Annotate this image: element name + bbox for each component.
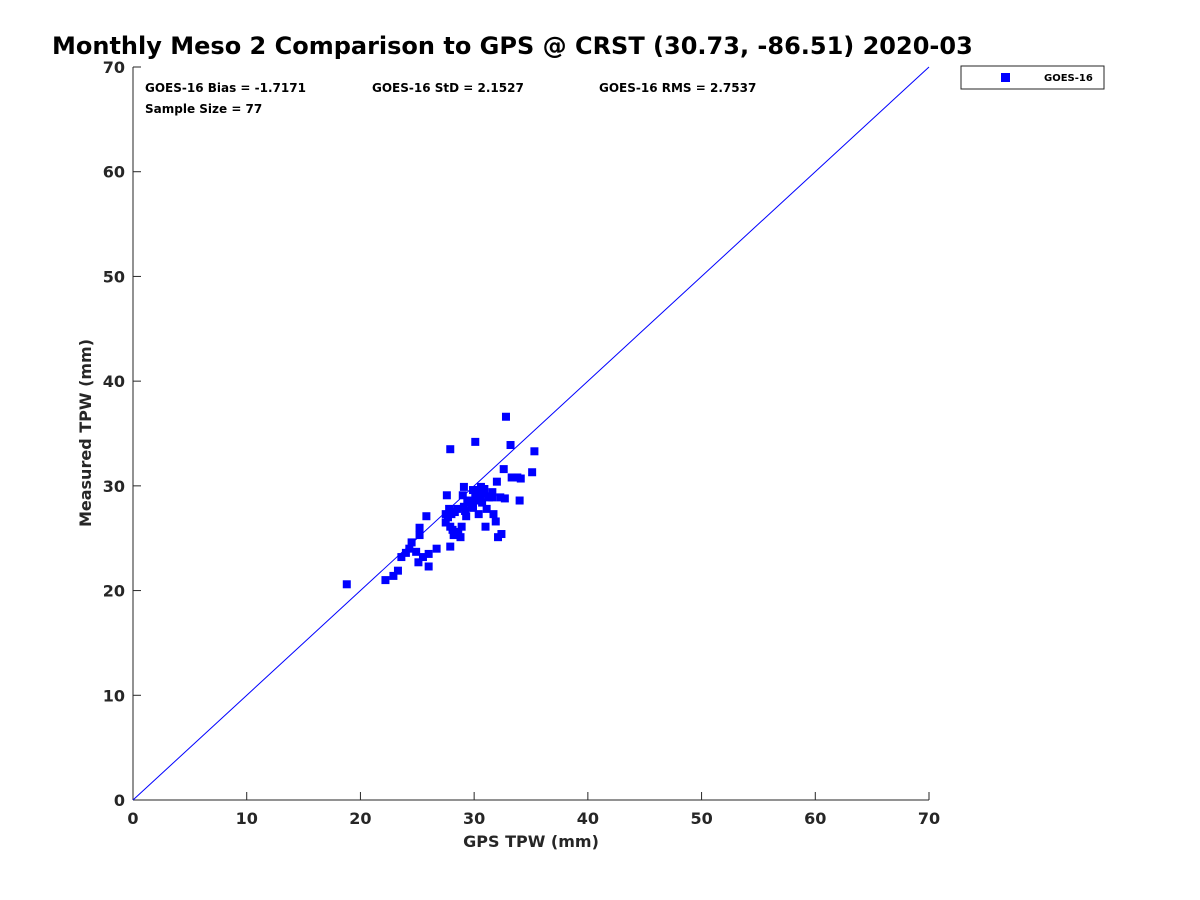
y-tick-label: 10: [103, 686, 125, 705]
data-point: [446, 542, 455, 551]
data-point: [424, 562, 433, 571]
data-point: [449, 531, 458, 540]
x-tick-label: 20: [349, 809, 371, 828]
data-point: [414, 558, 423, 567]
x-tick-label: 10: [236, 809, 258, 828]
data-point: [491, 517, 500, 526]
data-point: [496, 493, 505, 502]
data-point: [515, 496, 524, 505]
data-point: [506, 441, 515, 450]
legend-box: [960, 65, 1105, 90]
data-point: [530, 447, 539, 456]
data-point: [448, 525, 457, 534]
data-point: [516, 474, 525, 483]
data-point: [459, 482, 468, 491]
data-point: [459, 502, 468, 511]
data-point: [479, 489, 488, 498]
data-point: [445, 504, 454, 513]
data-point: [412, 547, 421, 556]
data-point: [497, 530, 506, 539]
data-point: [457, 522, 466, 531]
stat-std: GOES-16 StD = 2.1527: [372, 81, 524, 95]
y-tick-label: 20: [103, 582, 125, 601]
data-point: [454, 527, 463, 536]
data-point: [486, 492, 495, 501]
data-point: [456, 533, 465, 542]
data-point: [480, 484, 489, 493]
data-point: [415, 531, 424, 540]
data-point: [342, 580, 351, 589]
y-tick-label: 40: [103, 372, 125, 391]
y-tick-label: 30: [103, 477, 125, 496]
one-to-one-reference-line: [132, 66, 930, 801]
legend-marker-goes16: [1001, 73, 1010, 82]
y-tick-label: 50: [103, 267, 125, 286]
data-point: [499, 465, 508, 474]
plot-axes: 0 10 20 30 40 50 60 70 0 10 20 30 40 50 60 70: [103, 58, 940, 828]
data-point: [501, 412, 510, 421]
data-point: [500, 494, 509, 503]
data-point: [507, 473, 516, 482]
x-tick-label: 30: [463, 809, 485, 828]
data-point: [401, 548, 410, 557]
data-point: [415, 523, 424, 532]
data-point: [489, 510, 498, 519]
data-point: [405, 544, 414, 553]
data-point: [458, 491, 467, 500]
data-point: [488, 488, 497, 497]
data-point: [393, 566, 402, 575]
data-point: [418, 553, 427, 562]
y-tick-label: 0: [114, 791, 125, 810]
data-point: [472, 487, 481, 496]
data-point: [443, 513, 452, 522]
data-point: [389, 571, 398, 580]
data-point: [461, 506, 470, 515]
data-point: [424, 549, 433, 558]
data-point: [441, 518, 450, 527]
y-tick-label: 70: [103, 58, 125, 77]
data-point: [528, 468, 537, 477]
data-point: [397, 553, 406, 562]
data-point: [481, 522, 490, 531]
x-tick-label: 0: [127, 809, 138, 828]
data-point: [381, 576, 390, 585]
data-point: [471, 437, 480, 446]
x-tick-label: 70: [918, 809, 940, 828]
data-point: [450, 508, 459, 517]
data-point: [474, 510, 483, 519]
data-point: [446, 445, 455, 454]
data-point: [432, 544, 441, 553]
data-point: [442, 491, 451, 500]
data-point: [492, 477, 501, 486]
stat-rms: GOES-16 RMS = 2.7537: [599, 81, 756, 95]
data-points: [342, 412, 539, 589]
stat-sample-size: Sample Size = 77: [145, 102, 262, 116]
y-tick-label: 60: [103, 163, 125, 182]
x-tick-label: 40: [577, 809, 599, 828]
data-point: [478, 498, 487, 507]
chart-title: Monthly Meso 2 Comparison to GPS @ CRST …: [52, 32, 973, 60]
data-point: [407, 538, 416, 547]
data-point: [422, 512, 431, 521]
data-point: [467, 500, 476, 509]
data-point: [476, 493, 485, 502]
y-axis-label: Measured TPW (mm): [76, 339, 95, 527]
x-tick-label: 60: [804, 809, 826, 828]
legend-label-goes16: GOES-16: [1044, 73, 1093, 84]
legend: GOES-16: [960, 65, 1105, 90]
stat-bias: GOES-16 Bias = -1.7171: [145, 81, 306, 95]
x-axis-label: GPS TPW (mm): [463, 832, 599, 851]
data-point: [462, 512, 471, 521]
x-tick-label: 50: [690, 809, 712, 828]
data-point: [463, 498, 472, 507]
data-point: [482, 504, 491, 513]
